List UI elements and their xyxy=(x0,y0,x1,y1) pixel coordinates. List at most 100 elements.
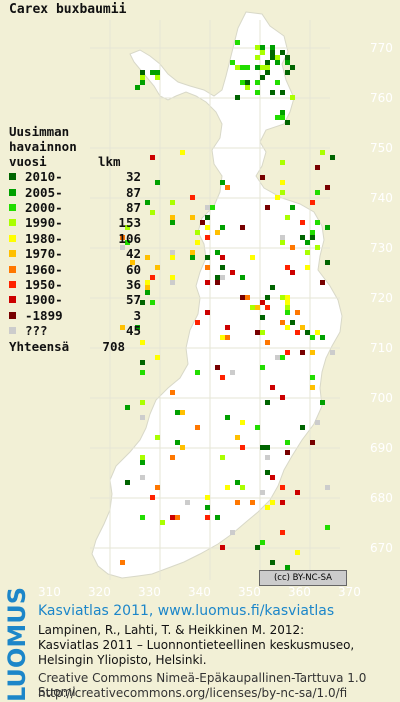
observation-square xyxy=(265,65,270,70)
observation-square xyxy=(180,410,185,415)
observation-square xyxy=(145,280,150,285)
observation-square xyxy=(260,75,265,80)
observation-square xyxy=(270,385,275,390)
cc-license-badge[interactable]: (cc) BY-NC-SA xyxy=(259,570,347,586)
observation-square xyxy=(145,290,150,295)
observation-square xyxy=(320,335,325,340)
luomus-logo: LUOMUS xyxy=(0,587,31,702)
observation-square xyxy=(220,255,225,260)
observation-square xyxy=(145,285,150,290)
observation-square xyxy=(265,455,270,460)
y-tick-label: 700 xyxy=(370,391,393,405)
observation-square xyxy=(325,260,330,265)
observation-square xyxy=(310,385,315,390)
observation-square xyxy=(170,215,175,220)
observation-square xyxy=(260,445,265,450)
observation-square xyxy=(275,115,280,120)
y-tick-label: 720 xyxy=(370,291,393,305)
observation-square xyxy=(190,195,195,200)
citation-line-2: Kasviatlas 2011 – Luonnontieteellinen ke… xyxy=(38,638,355,652)
observation-square xyxy=(255,305,260,310)
observation-square xyxy=(280,190,285,195)
x-tick-label: 360 xyxy=(288,585,311,599)
observation-square xyxy=(280,530,285,535)
legend-swatch xyxy=(9,311,16,319)
legend-total: Yhteensä 708 xyxy=(9,339,141,354)
observation-square xyxy=(295,330,300,335)
observation-square xyxy=(215,280,220,285)
license-text: Creative Commons Nimeä-Epäkaupallinen-Ta… xyxy=(38,671,367,699)
observation-square xyxy=(210,205,215,210)
observation-square xyxy=(215,365,220,370)
observation-square xyxy=(225,415,230,420)
observation-square xyxy=(265,445,270,450)
observation-square xyxy=(305,250,310,255)
observation-square xyxy=(270,285,275,290)
observation-square xyxy=(240,295,245,300)
license-url[interactable]: http://creativecommons.org/licenses/by-n… xyxy=(38,686,348,700)
legend-row: 1990- 153 xyxy=(9,215,141,230)
observation-square xyxy=(200,220,205,225)
kasviatlas-link[interactable]: Kasviatlas 2011, www.luomus.fi/kasviatla… xyxy=(38,603,335,619)
x-tick-label: 340 xyxy=(188,585,211,599)
observation-square xyxy=(140,70,145,75)
observation-square xyxy=(270,560,275,565)
observation-square xyxy=(280,235,285,240)
legend-row: 1960- 60 xyxy=(9,261,141,277)
observation-square xyxy=(320,280,325,285)
observation-square xyxy=(140,415,145,420)
observation-square xyxy=(325,185,330,190)
y-tick-label: 680 xyxy=(370,491,393,505)
observation-square xyxy=(140,370,145,375)
observation-square xyxy=(300,325,305,330)
observation-square xyxy=(290,205,295,210)
observation-square xyxy=(285,215,290,220)
observation-square xyxy=(270,500,275,505)
observation-square xyxy=(285,305,290,310)
observation-square xyxy=(315,190,320,195)
x-tick-label: 350 xyxy=(238,585,261,599)
legend-title-line-2: havainnon xyxy=(9,139,77,154)
observation-square xyxy=(220,455,225,460)
observation-square xyxy=(260,315,265,320)
observation-square xyxy=(290,245,295,250)
observation-square xyxy=(295,550,300,555)
observation-square xyxy=(285,60,290,65)
legend-swatch xyxy=(9,234,16,242)
observation-square xyxy=(140,360,145,365)
observation-square xyxy=(235,40,240,45)
observation-square xyxy=(260,50,265,55)
observation-square xyxy=(260,300,265,305)
observation-square xyxy=(240,225,245,230)
observation-square xyxy=(140,80,145,85)
observation-square xyxy=(270,50,275,55)
observation-square xyxy=(195,425,200,430)
observation-square xyxy=(195,370,200,375)
observation-square xyxy=(240,485,245,490)
observation-square xyxy=(125,225,130,230)
observation-square xyxy=(170,220,175,225)
legend-swatch xyxy=(9,203,16,211)
observation-square xyxy=(300,235,305,240)
legend-count: 87 xyxy=(125,184,141,200)
observation-square xyxy=(250,500,255,505)
observation-square xyxy=(170,250,175,255)
legend-count: 57 xyxy=(125,292,141,308)
observation-square xyxy=(270,90,275,95)
observation-square xyxy=(155,70,160,75)
y-tick-label: 770 xyxy=(370,41,393,55)
observation-square xyxy=(275,355,280,360)
observation-square xyxy=(300,350,305,355)
observation-square xyxy=(170,280,175,285)
legend-title-line-3: vuosi xyxy=(9,154,47,169)
observation-square xyxy=(150,275,155,280)
observation-square xyxy=(290,270,295,275)
observation-square xyxy=(330,155,335,160)
observation-square xyxy=(205,495,210,500)
legend-swatch xyxy=(9,327,16,335)
observation-square xyxy=(275,55,280,60)
observation-square xyxy=(140,460,145,465)
observation-square xyxy=(285,120,290,125)
observation-square xyxy=(220,225,225,230)
observation-square xyxy=(265,205,270,210)
